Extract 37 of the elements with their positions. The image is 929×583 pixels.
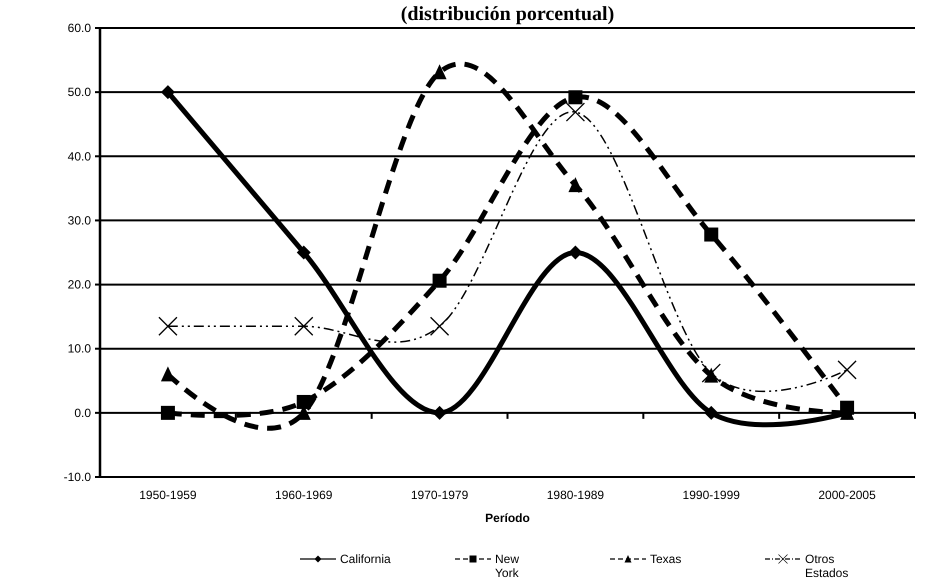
point bbox=[158, 316, 178, 336]
y-tick-label: 20.0 bbox=[68, 278, 92, 292]
y-tick-label: 50.0 bbox=[68, 85, 92, 100]
legend-label: Texas bbox=[650, 552, 682, 566]
point bbox=[296, 246, 311, 260]
point bbox=[704, 406, 718, 420]
point bbox=[430, 316, 450, 336]
point bbox=[160, 406, 175, 420]
legend-label: California bbox=[340, 552, 392, 566]
y-tick-label: 40.0 bbox=[68, 149, 92, 164]
legend-label: New York bbox=[495, 552, 520, 580]
point bbox=[704, 228, 718, 242]
point bbox=[294, 316, 314, 336]
point bbox=[432, 274, 447, 288]
y-tick-label: -10.0 bbox=[64, 470, 92, 484]
point bbox=[568, 90, 582, 104]
point bbox=[432, 64, 447, 80]
y-tick-label: 60.0 bbox=[68, 21, 92, 35]
point bbox=[432, 406, 447, 420]
x-tick-label: 1990-1999 bbox=[682, 488, 740, 502]
y-tick-label: 30.0 bbox=[68, 213, 92, 228]
point bbox=[160, 85, 175, 100]
x-tick-label: 1960-1969 bbox=[275, 488, 333, 502]
x-tick-label: 1950-1959 bbox=[139, 488, 197, 502]
x-tick-label: 1970-1979 bbox=[410, 488, 469, 502]
point bbox=[568, 246, 582, 260]
y-tick-label: 10.0 bbox=[68, 342, 92, 356]
x-tick-label: 2000-2005 bbox=[818, 488, 876, 502]
legend-label: Otros Estados bbox=[805, 552, 848, 580]
point bbox=[568, 177, 582, 192]
y-tick-label: 0.0 bbox=[74, 406, 92, 420]
x-axis-title: Período bbox=[485, 511, 530, 525]
point bbox=[702, 363, 721, 383]
x-tick-label: 1980-1989 bbox=[546, 488, 604, 502]
chart-title: (distribución porcentual) bbox=[400, 3, 614, 25]
point bbox=[837, 360, 857, 380]
point bbox=[566, 102, 586, 122]
